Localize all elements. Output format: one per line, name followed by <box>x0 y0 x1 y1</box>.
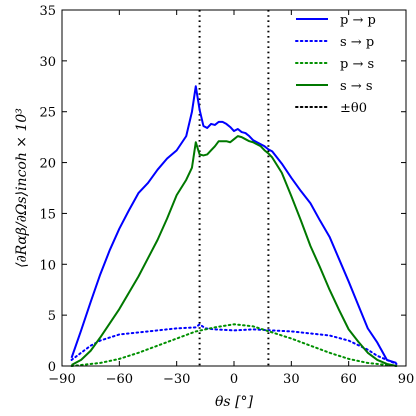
y-axis-label: ⟨∂Rαβ/∂Ωs⟩incoh × 10³ <box>14 108 30 268</box>
legend-label-3: p → s <box>340 57 374 72</box>
y-tick-label: 5 <box>48 309 56 324</box>
y-tick-label: 15 <box>39 207 56 222</box>
x-tick-label: 90 <box>398 372 415 387</box>
x-tick-label: −90 <box>48 372 75 387</box>
series-line-2 <box>70 323 398 365</box>
x-tick-label: 0 <box>230 372 238 387</box>
legend-label-2: s → p <box>340 35 374 50</box>
y-tick-label: 0 <box>48 360 56 375</box>
plot-area <box>70 10 398 367</box>
y-tick-label: 20 <box>39 157 56 172</box>
legend-label-4: s → s <box>340 79 373 94</box>
x-tick-label: −60 <box>106 372 133 387</box>
x-tick-label: 60 <box>340 372 357 387</box>
y-tick-label: 30 <box>39 55 56 70</box>
legend-label-1: p → p <box>340 13 376 28</box>
x-tick-label: 30 <box>283 372 300 387</box>
y-tick-label: 35 <box>39 4 56 19</box>
series-line-1 <box>70 85 397 364</box>
x-tick-label: −30 <box>163 372 190 387</box>
series-line-4 <box>71 135 397 367</box>
legend-label-5: ±θ0 <box>340 101 367 116</box>
y-tick-label: 25 <box>39 106 56 121</box>
legend: p → p s → p p → s s → s ±θ0 <box>295 13 376 116</box>
series-line-3 <box>70 323 398 367</box>
x-axis-label: θs [°] <box>215 394 254 410</box>
axes: −90 −60 −30 0 30 60 90 0 5 10 15 20 25 30 35 <box>39 4 414 387</box>
y-tick-label: 10 <box>39 258 56 273</box>
